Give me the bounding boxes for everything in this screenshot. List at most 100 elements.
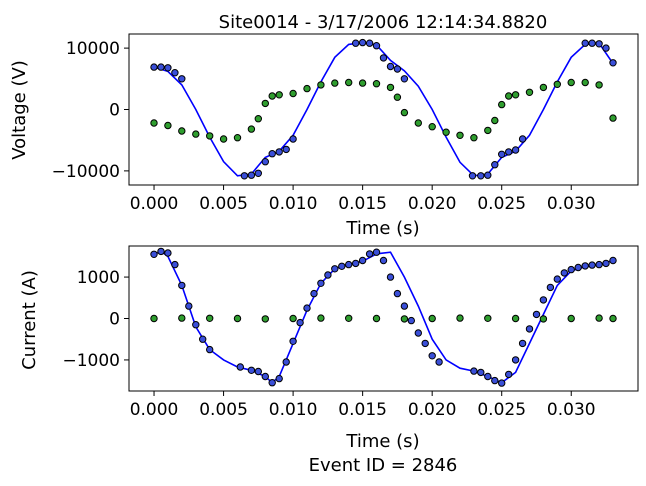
current-data-point — [150, 314, 158, 323]
voltage-data-point — [581, 39, 589, 47]
current-data-point — [595, 260, 603, 269]
voltage-y-axis-label: Voltage (V) — [9, 60, 30, 160]
voltage-data-point — [393, 65, 402, 73]
voltage-data-point — [254, 115, 262, 123]
current-data-point — [345, 314, 353, 322]
voltage-data-point — [372, 80, 381, 88]
voltage-data-point — [539, 83, 548, 92]
current-data-point — [567, 265, 575, 274]
voltage-plot-area — [150, 38, 617, 180]
current-data-point — [261, 315, 269, 323]
voltage-data-point — [150, 119, 158, 127]
current-y-ticks: −1000 0 1000 — [62, 268, 129, 371]
current-data-point — [178, 314, 186, 322]
voltage-data-point — [498, 150, 506, 159]
current-x-tick-label: 0.005 — [199, 400, 248, 420]
current-data-point — [560, 269, 568, 277]
current-data-point — [358, 256, 367, 265]
current-data-point — [372, 248, 381, 256]
current-x-ticks: 0.000 0.005 0.010 0.015 0.020 0.025 0.030 — [130, 391, 596, 420]
current-data-point — [505, 370, 513, 379]
voltage-data-point — [178, 75, 186, 83]
current-data-point — [484, 372, 492, 381]
voltage-data-point — [400, 108, 409, 117]
current-data-point — [539, 315, 548, 323]
current-data-point — [511, 356, 520, 364]
current-x-tick-label: 0.025 — [477, 400, 526, 420]
current-data-point — [428, 352, 436, 360]
voltage-data-point — [518, 135, 527, 143]
voltage-data-point — [470, 134, 478, 142]
voltage-data-point — [609, 59, 617, 67]
current-axes-frame — [128, 245, 639, 392]
current-data-point — [595, 314, 603, 322]
voltage-data-point — [192, 130, 200, 138]
voltage-data-point — [477, 172, 485, 180]
current-fit-line — [153, 250, 614, 384]
current-data-point — [470, 367, 478, 375]
voltage-data-point — [268, 92, 276, 100]
voltage-data-point — [352, 39, 360, 47]
voltage-data-point — [567, 78, 575, 87]
voltage-data-point — [261, 99, 269, 108]
current-data-point — [484, 314, 492, 322]
voltage-data-point — [157, 63, 165, 71]
current-data-point — [400, 315, 409, 323]
current-data-point — [206, 314, 214, 322]
current-y-tick-label: 0 — [109, 310, 120, 330]
current-data-point — [289, 337, 297, 345]
voltage-data-point — [282, 145, 290, 154]
voltage-data-point — [442, 128, 450, 136]
voltage-data-point — [505, 92, 513, 100]
voltage-data-point — [498, 100, 506, 109]
current-data-point — [379, 256, 388, 265]
voltage-data-point — [219, 135, 228, 143]
current-data-point — [233, 314, 242, 323]
voltage-data-point — [247, 171, 256, 179]
current-data-point — [192, 321, 200, 329]
current-x-tick-label: 0.000 — [130, 400, 179, 420]
voltage-data-point — [303, 84, 311, 93]
voltage-data-point — [553, 80, 561, 89]
voltage-data-point — [505, 148, 513, 156]
voltage-data-point — [525, 88, 534, 97]
voltage-data-point — [428, 123, 436, 131]
voltage-data-point — [511, 146, 520, 154]
voltage-data-point — [602, 44, 610, 52]
voltage-x-tick-label: 0.000 — [130, 194, 179, 214]
voltage-data-point — [484, 126, 492, 135]
current-data-point — [317, 314, 325, 322]
current-data-point — [261, 372, 269, 381]
voltage-x-ticks: 0.000 0.005 0.010 0.015 0.020 0.025 0.030 — [130, 185, 596, 214]
current-data-point — [588, 261, 596, 269]
voltage-data-point — [456, 131, 464, 140]
voltage-data-point — [240, 172, 249, 180]
current-data-point — [546, 283, 555, 292]
voltage-data-point — [386, 83, 395, 92]
voltage-data-point — [247, 125, 256, 133]
voltage-y-tick-label: 10000 — [66, 39, 120, 59]
voltage-y-tick-label: 0 — [109, 101, 120, 121]
voltage-data-point — [268, 150, 276, 158]
current-data-point — [477, 368, 485, 377]
voltage-data-point — [393, 93, 402, 101]
voltage-x-tick-label: 0.030 — [547, 194, 596, 214]
voltage-data-point — [261, 158, 269, 166]
current-data-point — [386, 273, 395, 281]
current-data-point — [199, 335, 207, 343]
current-data-point — [310, 289, 318, 298]
voltage-data-point — [491, 161, 499, 169]
current-data-point — [581, 262, 589, 270]
voltage-y-ticks: −10000 0 10000 — [52, 39, 129, 182]
voltage-data-point — [595, 81, 603, 89]
voltage-data-point — [414, 119, 422, 127]
current-data-point — [518, 339, 527, 348]
voltage-data-point — [331, 79, 339, 87]
current-x-tick-label: 0.030 — [547, 400, 596, 420]
voltage-data-point — [233, 134, 242, 142]
voltage-data-point — [164, 64, 172, 72]
current-data-point — [275, 374, 283, 383]
voltage-data-point — [400, 75, 409, 83]
current-data-point — [393, 289, 402, 298]
current-data-point — [303, 304, 311, 312]
